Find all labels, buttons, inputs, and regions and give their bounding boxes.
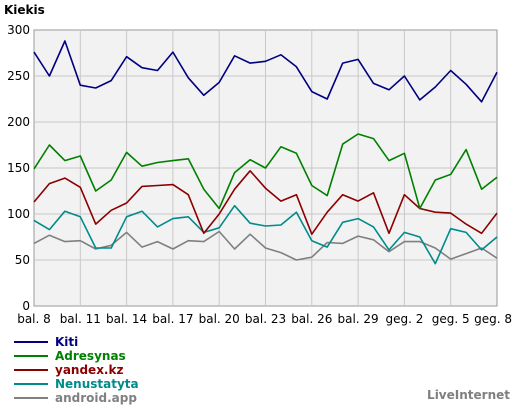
- x-tick-label: bal. 29: [337, 312, 378, 326]
- legend-label-android-app: android.app: [55, 391, 137, 405]
- legend-label-yandex-kz: yandex.kz: [55, 363, 123, 377]
- x-tick-label: bal. 20: [199, 312, 240, 326]
- series-line-adresynas: [33, 133, 498, 210]
- series-line-nenustatyta: [33, 204, 498, 265]
- y-tick-label: 150: [7, 161, 30, 175]
- series-lines: [33, 40, 498, 265]
- legend-label-kiti: Kiti: [55, 335, 78, 349]
- y-tick-label: 50: [15, 253, 30, 267]
- liveinternet-brand: LiveInternet: [427, 388, 510, 402]
- y-tick-label: 200: [7, 115, 30, 129]
- y-tick-label: 100: [7, 207, 30, 221]
- x-tick-label: geg. 8: [474, 312, 512, 326]
- y-tick-label: 300: [7, 23, 30, 37]
- series-line-kiti: [33, 40, 498, 103]
- y-tick-label: 0: [22, 299, 30, 313]
- y-axis-ticks: 0 50 100 150 200 250 300: [7, 23, 30, 313]
- x-tick-label: bal. 17: [152, 312, 193, 326]
- x-axis-ticks: bal. 8 bal. 11 bal. 14 bal. 17 bal. 20 bal. 2…: [17, 312, 512, 326]
- x-tick-label: bal. 23: [245, 312, 286, 326]
- series-line-android-app: [33, 230, 498, 261]
- x-tick-label: bal. 11: [60, 312, 101, 326]
- legend-label-adresynas: Adresynas: [55, 349, 126, 363]
- y-axis-title: Kiekis: [4, 3, 45, 17]
- x-tick-label: bal. 26: [291, 312, 332, 326]
- legend-label-nenustatyta: Nenustatyta: [55, 377, 139, 391]
- legend: KitiAdresynasyandex.kzNenustatytaandroid…: [14, 335, 139, 405]
- x-tick-label: bal. 14: [106, 312, 147, 326]
- x-tick-label: bal. 8: [17, 312, 51, 326]
- x-tick-label: geg. 2: [385, 312, 423, 326]
- y-tick-label: 250: [7, 69, 30, 83]
- x-tick-label: geg. 5: [432, 312, 470, 326]
